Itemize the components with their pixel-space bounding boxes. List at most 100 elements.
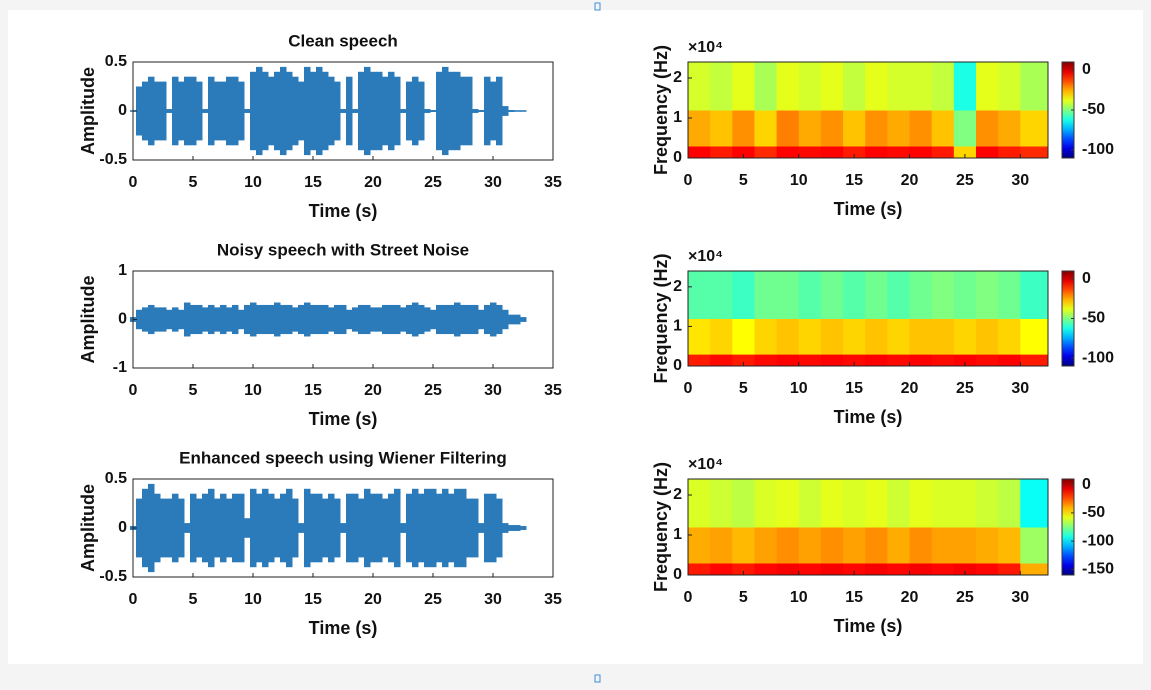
envelope-bar (256, 304, 263, 335)
heatmap-cell (688, 563, 711, 576)
heatmap-cell (754, 354, 778, 367)
envelope-bar (196, 304, 203, 335)
heatmap-cell (1020, 62, 1049, 111)
envelope-bar (328, 307, 335, 332)
y-tick-label: 0 (118, 311, 127, 328)
envelope-bar (184, 76, 191, 146)
envelope-bar (262, 71, 269, 151)
heatmap-cell (776, 563, 800, 576)
heatmap-cell (754, 271, 778, 319)
envelope-bar (400, 109, 407, 113)
envelope-bar (220, 304, 227, 335)
chart-title: Noisy speech with Street Noise (217, 240, 469, 259)
x-tick-label: 0 (684, 589, 693, 606)
x-tick-label: 5 (739, 589, 748, 606)
heatmap-cell (798, 318, 822, 355)
envelope-bar (178, 81, 185, 141)
y-axis-label: Frequency (Hz) (651, 462, 671, 592)
envelope-bar (370, 493, 377, 563)
heatmap-cell (998, 563, 1021, 576)
envelope-bar (520, 317, 527, 322)
envelope-bar (430, 488, 437, 568)
heatmap-cell (843, 318, 866, 355)
envelope-bar (346, 493, 353, 563)
colorbar-tick-label: -100 (1082, 532, 1114, 549)
heatmap-cell (688, 271, 711, 319)
x-tick-label: 25 (956, 589, 974, 606)
envelope-bar (274, 71, 281, 151)
envelope-bar (190, 76, 197, 146)
envelope-bar (424, 307, 431, 332)
envelope-bar (250, 302, 257, 337)
heatmap-cell (887, 527, 911, 564)
envelope-bar (478, 110, 485, 112)
envelope-bar (406, 493, 413, 563)
heatmap-cell (754, 62, 778, 111)
envelope-bar (256, 66, 263, 156)
heatmap-cell (843, 271, 866, 319)
y-tick-label: 0 (673, 357, 682, 374)
heatmap-cell (931, 62, 955, 111)
envelope-bar (382, 498, 389, 558)
heatmap-cell (732, 527, 755, 564)
heatmap-cell (843, 354, 866, 367)
envelope-bar (406, 81, 413, 141)
envelope-bar (484, 304, 491, 335)
heatmap-cell (976, 527, 999, 564)
y-axis-label: Frequency (Hz) (651, 45, 671, 175)
envelope-bar (460, 488, 467, 568)
x-tick-label: 15 (304, 591, 322, 608)
heatmap-cell (976, 479, 999, 528)
x-tick-label: 25 (956, 380, 974, 397)
heatmap-cell (909, 110, 933, 147)
envelope-bar (376, 493, 383, 563)
heatmap-cell (688, 479, 711, 528)
heatmap-cell (798, 110, 822, 147)
heatmap-cell (820, 354, 844, 367)
x-axis-label: Time (s) (834, 199, 903, 219)
envelope-bar (166, 309, 173, 330)
envelope-bar (322, 498, 329, 558)
envelope-bar (172, 493, 179, 563)
heatmap-cell (998, 271, 1021, 319)
y-tick-label: 0 (673, 149, 682, 166)
envelope-bar (448, 304, 455, 335)
colorbar-tick-label: 0 (1082, 61, 1091, 78)
x-tick-label: 15 (845, 380, 863, 397)
heatmap-cell (732, 318, 755, 355)
envelope-bar (154, 307, 161, 332)
handle (594, 674, 601, 683)
envelope-bar (286, 304, 293, 335)
heatmap-cell (754, 146, 778, 159)
envelope-bar (244, 304, 251, 335)
envelope-bar (520, 110, 527, 112)
envelope-bar (364, 66, 371, 156)
y-tick-label: 1 (673, 318, 682, 335)
heatmap-cell (688, 146, 711, 159)
heatmap-cell (1020, 271, 1049, 319)
heatmap-cell (776, 479, 800, 528)
x-tick-label: 25 (424, 591, 442, 608)
x-tick-label: 30 (1011, 172, 1029, 189)
envelope-bar (520, 526, 527, 530)
heatmap-cell (998, 318, 1021, 355)
heatmap-cell (688, 318, 711, 355)
envelope-bar (262, 304, 269, 335)
envelope-bar (148, 483, 155, 573)
envelope-bar (514, 314, 521, 325)
envelope-bar (310, 304, 317, 335)
heatmap-cell (820, 479, 844, 528)
x-tick-label: 20 (364, 591, 382, 608)
heatmap-cell (710, 146, 733, 159)
envelope-bar (328, 493, 335, 563)
envelope-bar (142, 488, 149, 568)
heatmap-cell (798, 563, 822, 576)
envelope-bar (268, 304, 275, 335)
heatmap-cell (998, 146, 1021, 159)
heatmap-cell (820, 110, 844, 147)
axis-multiplier: ×10⁴ (688, 456, 723, 473)
envelope-bar (472, 109, 479, 113)
heatmap-cell (732, 563, 755, 576)
envelope-bar (382, 76, 389, 146)
heatmap-cell (843, 146, 866, 159)
